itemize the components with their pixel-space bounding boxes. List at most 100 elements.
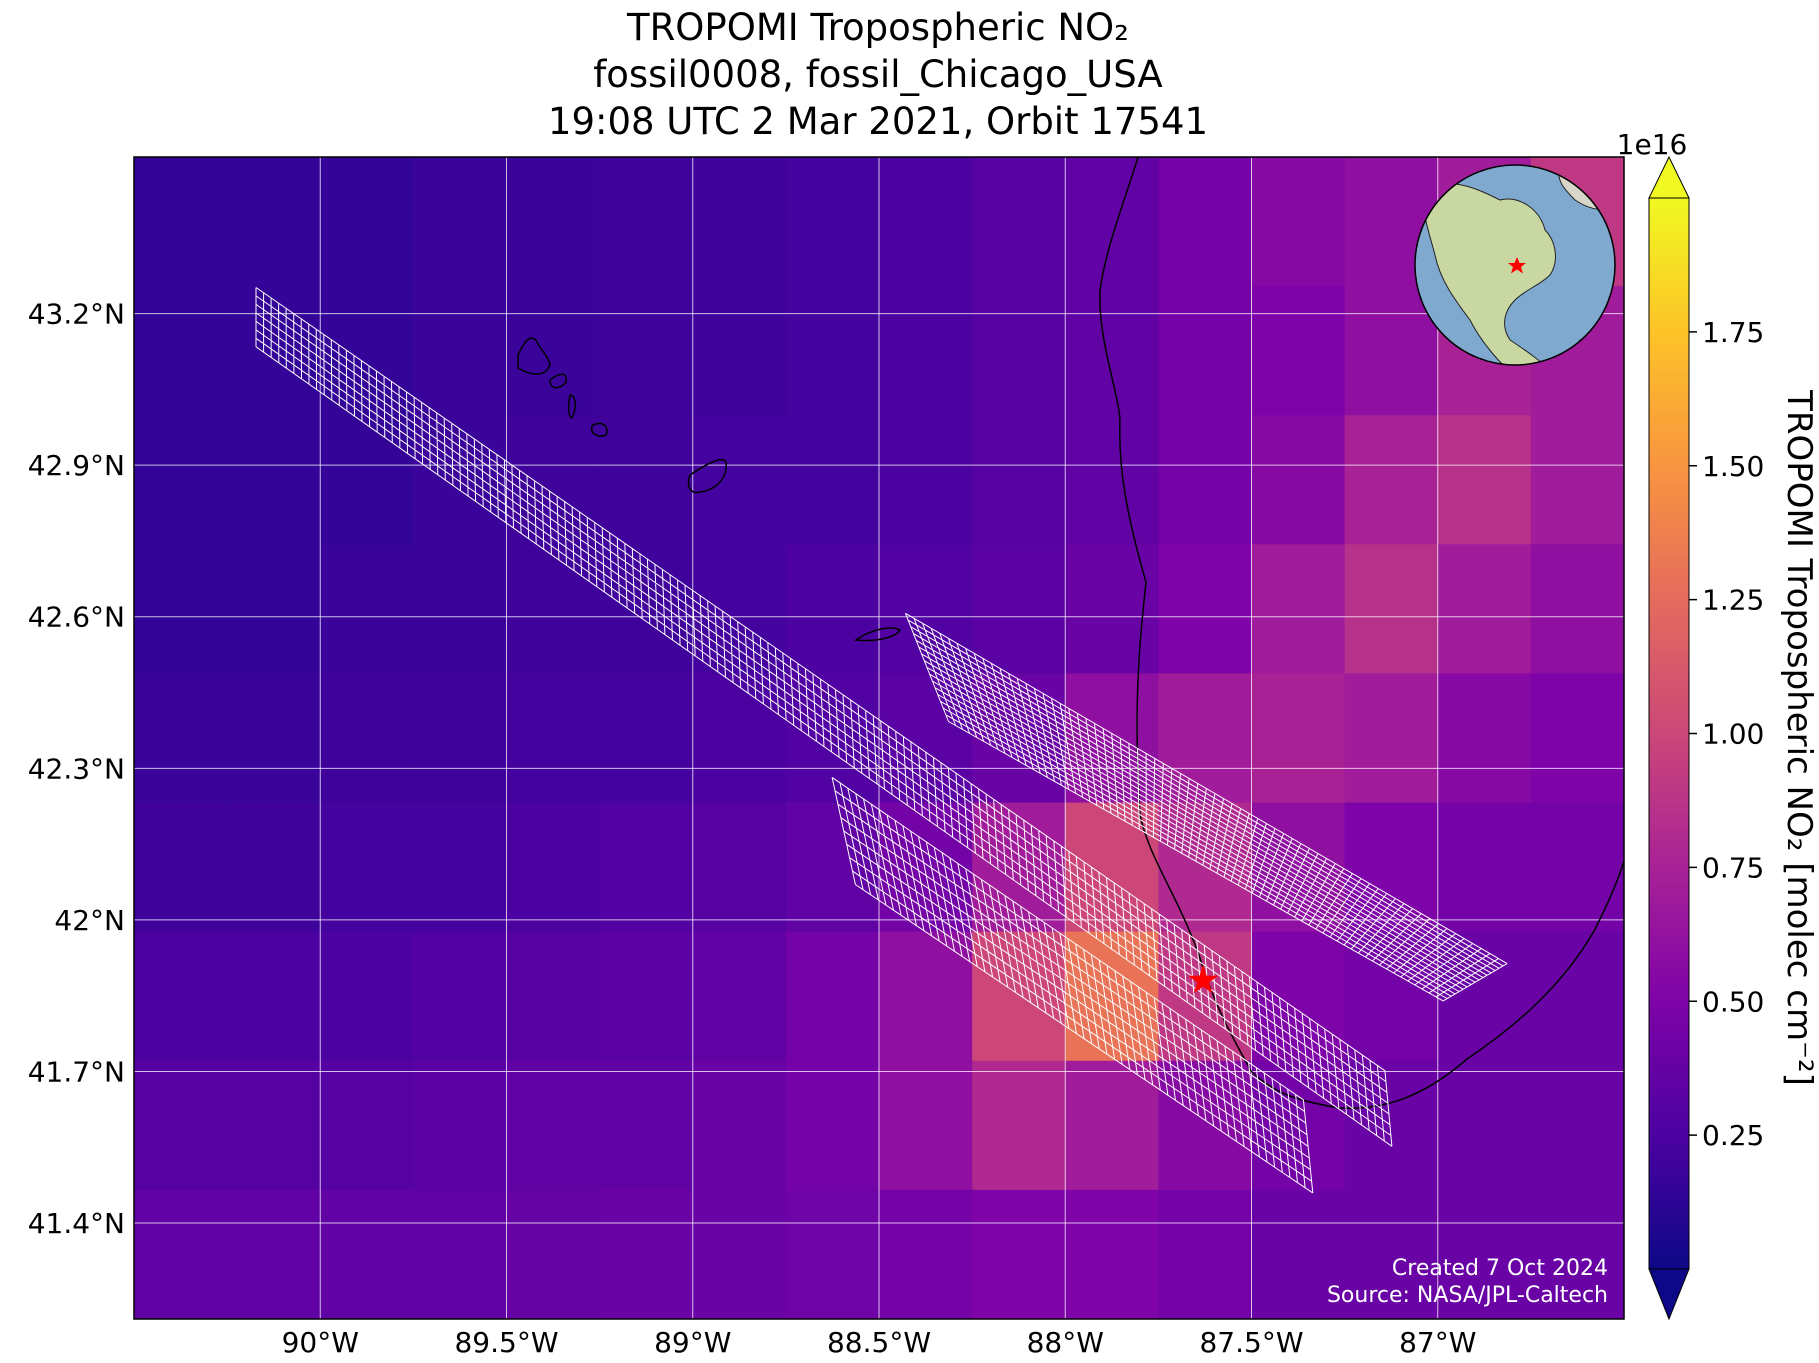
raster-cell [1437,673,1532,804]
raster-cell [1251,157,1346,287]
raster-cell [692,286,787,416]
grid-layer [134,157,1624,1319]
raster-cell [1437,544,1532,675]
x-tick-label: 88°W [1027,1326,1104,1359]
raster-cell [1158,544,1253,675]
raster-cell [227,673,321,804]
raster-cell [320,673,414,804]
raster-cell [1065,286,1159,416]
raster-cell [692,673,787,804]
raster-cell [599,802,694,933]
raster-cell [1344,673,1439,804]
coastline [1099,157,1624,1109]
raster-cell [413,157,508,287]
colorbar-tick-label: 1.75 [1702,316,1764,349]
raster-cell [134,931,228,1062]
raster-cell [599,544,694,675]
raster-cell [320,157,414,287]
footprint-layer [255,287,1508,1194]
raster-cell [1437,802,1532,933]
raster-cell [972,157,1066,287]
colorbar-tick-label: 1.50 [1702,450,1764,483]
lake [517,337,551,375]
raster-cell [1065,544,1159,675]
raster-cell [785,931,880,1062]
globe-site [1508,257,1526,274]
raster-cell [1530,802,1624,933]
raster-cell [506,1060,601,1191]
raster-cell [506,544,601,675]
raster-cell [227,1189,321,1319]
raster-cell [1437,1189,1532,1319]
colorbar [1648,155,1697,1321]
y-tick-label: 43.2°N [28,298,125,331]
map-frame [133,156,1625,1320]
raster-cell [1437,931,1532,1062]
raster-cell [972,802,1066,933]
raster-cell [1158,157,1253,287]
raster-cell [692,931,787,1062]
raster-cell [599,1060,694,1191]
raster-cell [879,415,973,545]
y-tick-label: 42°N [54,904,125,937]
raster-cell [1158,673,1253,804]
title-line: TROPOMI Tropospheric NO₂ [626,6,1129,49]
raster-cell [1530,673,1624,804]
raster-cell [1530,1189,1624,1319]
raster-cell [413,931,508,1062]
raster-cell [972,415,1066,545]
footer-line: Created 7 Oct 2024 [1392,1256,1608,1281]
raster-cell [506,157,601,287]
footprint-grid [904,612,1508,1002]
raster-cell [413,1189,508,1319]
y-tick-label: 42.6°N [28,601,125,634]
lake [687,458,727,494]
raster-cell [227,802,321,933]
raster-cell [320,415,414,545]
raster-cell [1251,802,1346,933]
raster-cell [227,157,321,287]
raster-cell [134,157,228,287]
raster-cell [320,931,414,1062]
x-tick-label: 90°W [282,1326,359,1359]
raster-cell [1344,1189,1439,1319]
raster-cell [1065,157,1159,287]
raster-cell [879,931,973,1062]
raster-cell [1065,1189,1159,1319]
raster-cell [599,931,694,1062]
coastline-layer [517,157,1624,1109]
raster-cell [1251,931,1346,1062]
raster-cell [785,1189,880,1319]
raster-cell [1437,1060,1532,1191]
x-tick-label: 89.5°W [454,1326,558,1359]
raster-cell [1065,415,1159,545]
raster-cell [785,157,880,287]
raster-cell [1251,1189,1346,1319]
colorbar-tick-label: 0.25 [1702,1119,1764,1152]
raster-layer [134,157,1624,1319]
raster-cell [879,1060,973,1191]
y-tick-label: 42.3°N [28,752,125,785]
raster-cell [320,802,414,933]
raster-cell [227,415,321,545]
raster-cell [506,1189,601,1319]
colorbar-ramp [1649,198,1689,1269]
raster-cell [599,415,694,545]
raster-cell [134,673,228,804]
raster-cell [692,415,787,545]
raster-cell [413,544,508,675]
raster-cell [506,931,601,1062]
colorbar-tick-label: 0.75 [1702,851,1764,884]
y-tick-label: 41.7°N [28,1055,125,1088]
raster-cell [1344,415,1439,545]
colorbar-tick-label: 0.50 [1702,985,1764,1018]
raster-cell [972,544,1066,675]
colorbar-label: TROPOMI Tropospheric NO₂ [molec cm⁻²] [1779,389,1819,1086]
site-layer [1187,964,1219,994]
colorbar-tick-label: 1.25 [1702,584,1764,617]
raster-cell [506,415,601,545]
raster-cell [320,1189,414,1319]
raster-cell [785,415,880,545]
colorbar-offset: 1e16 [1617,128,1688,161]
raster-cell [413,1060,508,1191]
